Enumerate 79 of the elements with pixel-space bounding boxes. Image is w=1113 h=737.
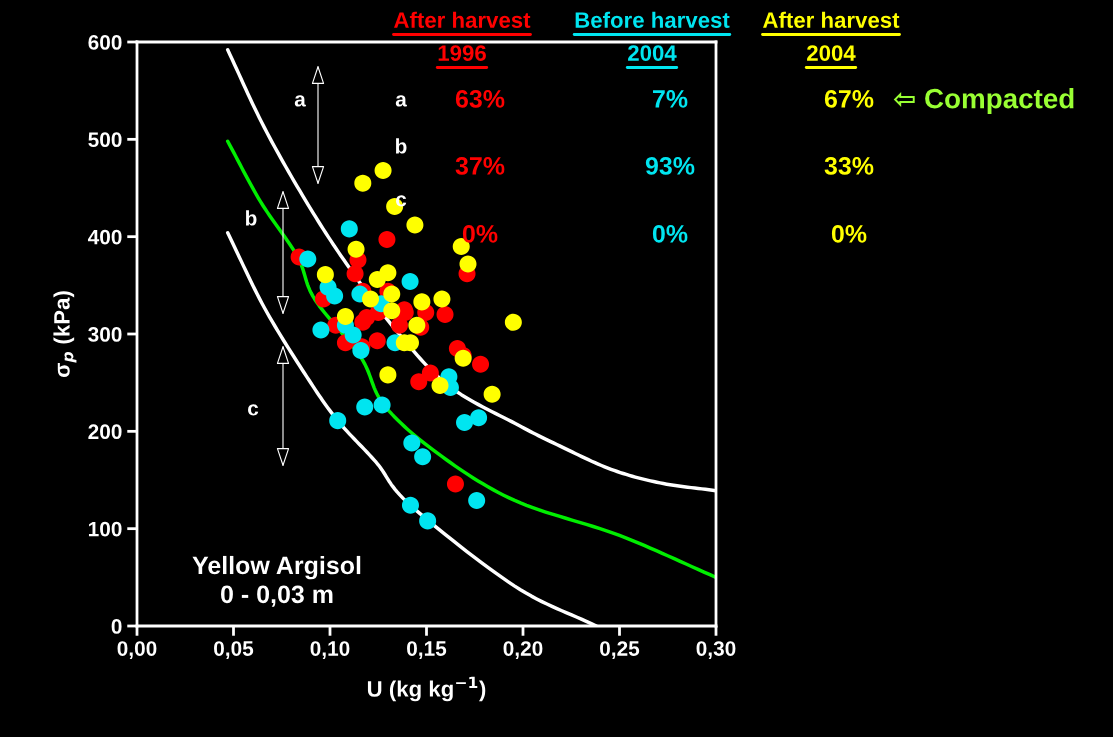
point <box>504 313 522 331</box>
annotation: c <box>248 404 259 416</box>
point <box>470 409 488 427</box>
annotation: a <box>395 95 407 107</box>
y-tick-label: 400 <box>87 229 122 245</box>
x-axis-title: U (kg kg$^{−1}$) <box>367 676 486 702</box>
point <box>346 265 364 283</box>
point <box>406 216 424 234</box>
point <box>468 491 486 509</box>
annotation: a <box>294 95 306 107</box>
point <box>456 414 474 432</box>
point <box>472 355 490 373</box>
x-tick-label: 0,05 <box>214 641 254 659</box>
x-tick-label: 0,00 <box>117 641 157 659</box>
y-tick-label: 600 <box>88 35 122 50</box>
point <box>433 290 451 308</box>
point <box>383 285 401 303</box>
y-tick-label: 100 <box>88 521 122 537</box>
annotation: 63% <box>455 90 505 108</box>
point <box>347 240 365 258</box>
point <box>436 306 454 324</box>
annotation: Yellow Argisol 0 - 0,03 m <box>192 555 361 607</box>
point <box>421 364 439 382</box>
y-tick-label: 300 <box>88 327 122 342</box>
point <box>356 398 374 416</box>
point <box>378 231 396 249</box>
annotation: b <box>396 138 407 154</box>
point <box>329 412 347 430</box>
point <box>368 332 386 350</box>
point <box>408 316 426 334</box>
point <box>374 161 392 179</box>
point <box>419 512 437 530</box>
text: Before harvest 2004 <box>575 11 730 61</box>
point <box>373 396 391 414</box>
point <box>312 321 330 339</box>
point <box>401 272 419 290</box>
point <box>336 307 354 325</box>
annotation: 37% <box>455 157 505 175</box>
x-tick-label: 0,30 <box>696 641 736 659</box>
text: After harvest 1996 <box>394 11 531 61</box>
point <box>354 174 372 192</box>
point <box>459 255 477 273</box>
point <box>383 302 401 320</box>
point <box>340 220 358 238</box>
point <box>362 290 380 308</box>
point <box>368 270 386 288</box>
y-tick-label: 500 <box>88 132 122 148</box>
point <box>352 342 370 360</box>
point <box>401 496 419 514</box>
text: 67% <box>824 90 874 108</box>
y-tick-label: 0 <box>111 619 122 634</box>
annotation: b <box>246 210 257 226</box>
text: 33% <box>824 157 874 175</box>
point <box>410 373 428 391</box>
point <box>316 266 334 284</box>
annotation: 7% <box>653 90 688 108</box>
point <box>414 448 432 466</box>
point <box>326 287 344 305</box>
annotation: 0% <box>652 225 688 243</box>
point <box>379 366 397 384</box>
annotation: 0% <box>462 225 498 243</box>
point <box>299 250 317 268</box>
text: After harvest 2004 <box>763 11 900 61</box>
x-tick-label: 0,25 <box>600 641 640 659</box>
point <box>431 377 449 395</box>
point <box>483 385 501 403</box>
text: 0% <box>831 225 867 243</box>
x-tick-label: 0,15 <box>407 641 447 659</box>
point <box>344 326 362 344</box>
point <box>413 293 431 311</box>
y-tick-label: 200 <box>88 424 122 440</box>
annotation: 93% <box>645 157 695 175</box>
point <box>390 316 408 334</box>
x-tick-label: 0,10 <box>310 641 350 659</box>
point <box>403 434 421 452</box>
point <box>446 475 464 493</box>
text: ⇦ Compacted <box>893 88 1074 114</box>
y-axis-title: σ$_{p}$ (kPa) <box>53 291 77 378</box>
x-tick-label: 0,20 <box>503 641 543 659</box>
